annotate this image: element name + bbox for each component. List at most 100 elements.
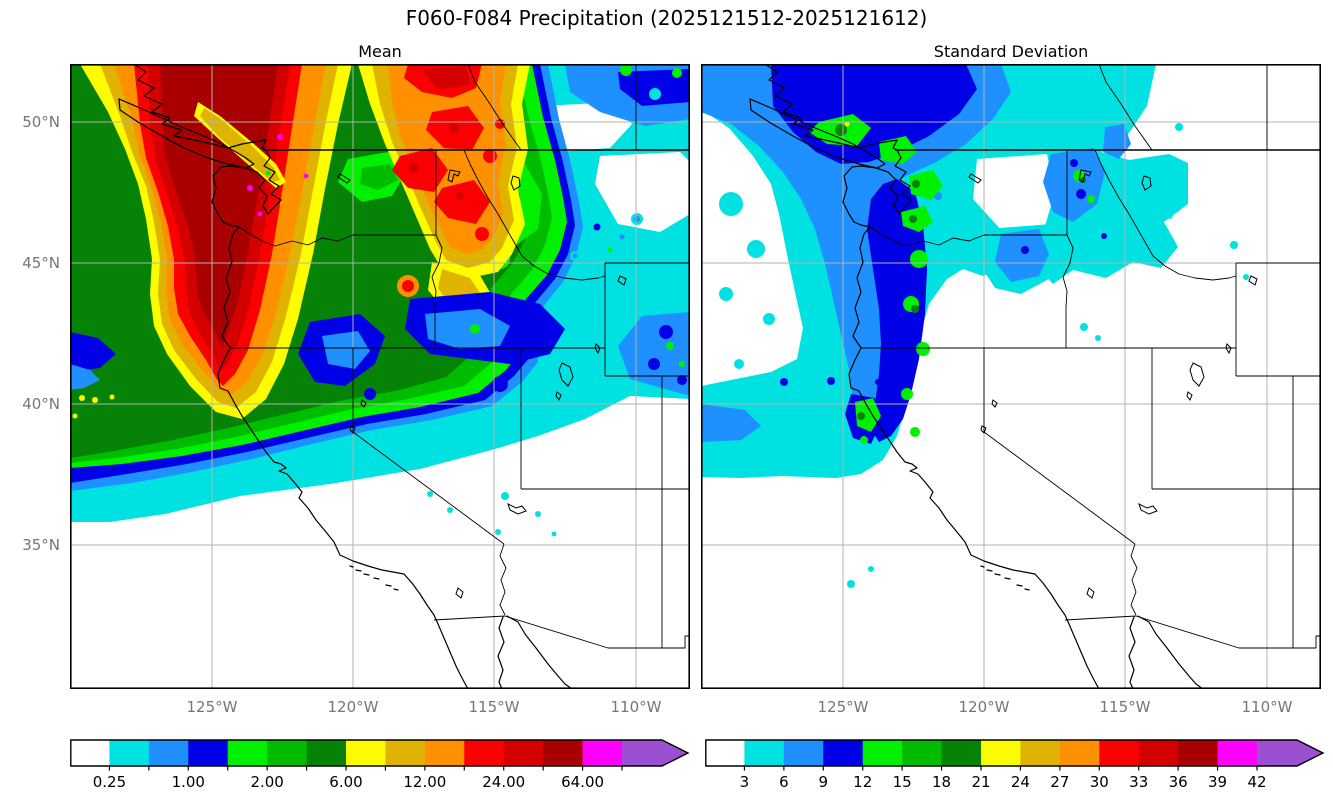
colorbar-segment — [981, 740, 1021, 766]
x-tick-label: 110°W — [1241, 698, 1293, 716]
x-tick-label: 110°W — [610, 698, 662, 716]
precip-region — [572, 253, 578, 259]
precip-contours-mean — [70, 64, 690, 537]
colorbar-segment — [503, 740, 544, 766]
colorbar-extend-arrow — [622, 740, 688, 766]
precip-region — [1021, 246, 1029, 254]
precip-region — [719, 287, 733, 301]
precip-region — [620, 64, 632, 76]
precip-region — [607, 247, 613, 253]
precip-region — [719, 192, 743, 216]
precip-region — [364, 388, 376, 400]
colorbar-segment — [862, 740, 903, 766]
precip-region — [763, 313, 775, 325]
precip-region — [875, 379, 881, 385]
colorbar-segment — [1217, 740, 1258, 766]
colorbar-tick-label: 9 — [819, 773, 829, 791]
colorbar-segment — [148, 740, 189, 766]
colorbar-segment — [823, 740, 864, 766]
precip-region — [265, 170, 271, 176]
y-tick-label: 50°N — [22, 113, 60, 131]
x-tick-label: 115°W — [1099, 698, 1151, 716]
colorbar-segment — [1138, 740, 1179, 766]
colorbar-tick-label: 12.00 — [403, 773, 446, 791]
precip-region — [910, 250, 928, 268]
precip-region — [916, 342, 930, 356]
precip-region — [844, 121, 850, 127]
precip-region — [666, 342, 674, 350]
precip-region — [782, 385, 790, 393]
colorbar-segment — [1020, 740, 1061, 766]
colorbar-segment — [543, 740, 584, 766]
precip-region — [701, 64, 1011, 436]
precip-region — [1243, 274, 1249, 280]
precip-region — [649, 88, 661, 100]
colorbar-segment — [941, 740, 982, 766]
precip-region — [855, 398, 881, 432]
precip-region — [1118, 237, 1124, 243]
precip-region — [160, 64, 278, 348]
precip-region — [995, 229, 1049, 282]
precip-region — [492, 376, 508, 392]
figure-title: F060-F084 Precipitation (2025121512-2025… — [405, 6, 928, 30]
colorbar-tick-label: 33 — [1129, 773, 1148, 791]
colorbar-segment — [109, 740, 150, 766]
colorbar-mean: 0.25 1.00 2.00 6.00 12.00 24.00 64.00 — [70, 739, 690, 791]
precip-region — [70, 364, 100, 390]
colorbar-tick-label: 21 — [971, 773, 990, 791]
precip-region — [1175, 123, 1183, 131]
precip-region — [501, 492, 509, 500]
precip-region — [593, 223, 601, 231]
colorbar-tick-label: 6.00 — [329, 773, 362, 791]
precip-region — [257, 211, 263, 217]
colorbar-outline — [705, 739, 1325, 767]
colorbar-tick-label: 36 — [1169, 773, 1188, 791]
precip-region — [910, 427, 920, 437]
map-detail — [701, 64, 1321, 689]
colorbar-segment — [188, 740, 229, 766]
precip-region — [92, 397, 98, 403]
colorbar-segment — [705, 740, 745, 766]
precip-region — [677, 375, 687, 385]
precip-region — [535, 511, 541, 517]
precip-region — [1095, 335, 1101, 341]
colorbar-segment — [227, 740, 268, 766]
precip-region — [659, 325, 673, 339]
precip-region — [303, 173, 309, 179]
precip-region — [835, 124, 847, 136]
colorbar-tick-label: 18 — [932, 773, 951, 791]
precip-region — [1230, 241, 1238, 249]
precip-region — [247, 185, 253, 191]
colorbar-segment — [424, 740, 465, 766]
precip-region — [648, 358, 660, 370]
precip-region — [868, 566, 874, 572]
colorbar-segment — [783, 740, 824, 766]
colorbar-outline — [70, 739, 690, 767]
x-tick-label: 115°W — [468, 698, 520, 716]
colorbar-segment — [464, 740, 505, 766]
precip-region — [867, 179, 927, 442]
precip-region — [1076, 189, 1086, 199]
precip-region — [427, 491, 433, 497]
precip-region — [857, 412, 865, 420]
precip-region — [495, 529, 501, 535]
colorbar-segment — [385, 740, 426, 766]
precip-region — [483, 149, 497, 163]
precip-region — [79, 395, 85, 401]
precip-region — [449, 123, 459, 133]
colorbar-segment — [582, 740, 623, 766]
panel-title-std: Standard Deviation — [933, 42, 1089, 61]
colorbar-segment — [902, 740, 943, 766]
precip-region — [734, 359, 744, 369]
x-tick-label: 125°W — [186, 698, 238, 716]
precip-region — [322, 331, 370, 369]
precip-region — [911, 305, 919, 313]
colorbar-segment — [267, 740, 308, 766]
precip-region — [595, 152, 690, 232]
precip-region — [1137, 179, 1183, 219]
colorbar-tick-label: 6 — [779, 773, 789, 791]
precip-region — [1080, 323, 1088, 331]
x-tick-label: 120°W — [958, 698, 1010, 716]
colorbar-tick-label: 15 — [893, 773, 912, 791]
